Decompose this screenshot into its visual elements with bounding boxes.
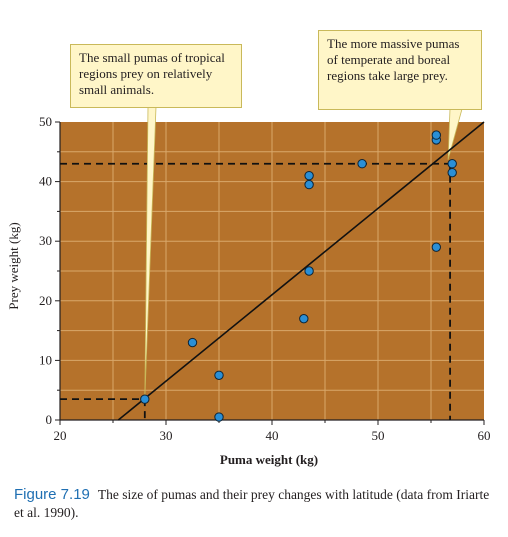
figure-label: Figure 7.19	[14, 486, 90, 503]
caption-text: The size of pumas and their prey changes…	[14, 487, 490, 520]
x-tick-label: 20	[54, 428, 67, 443]
figure-caption: Figure 7.19 The size of pumas and their p…	[14, 486, 494, 522]
data-point	[304, 266, 314, 276]
data-point	[304, 170, 314, 181]
y-tick-label: 20	[39, 293, 52, 308]
data-points	[140, 130, 457, 422]
x-tick-label: 60	[478, 428, 491, 443]
data-point	[140, 394, 150, 404]
data-point	[357, 159, 367, 169]
y-tick-label: 10	[39, 352, 52, 367]
regression-line	[117, 121, 485, 421]
data-point	[447, 167, 457, 178]
data-point	[299, 313, 309, 324]
callout-small-pumas: The small pumas of tropical regions prey…	[70, 44, 242, 108]
data-point	[214, 370, 224, 380]
tick-labels: 20 30 40 50 60 0 10 20 30 40 50	[39, 114, 491, 443]
y-tick-label: 0	[46, 412, 53, 427]
data-point	[187, 337, 198, 348]
data-point	[447, 159, 457, 169]
data-point	[214, 412, 224, 422]
y-tick-label: 30	[39, 233, 52, 248]
data-point	[431, 242, 441, 252]
y-axis-label: Prey weight (kg)	[6, 222, 21, 310]
y-tick-label: 50	[39, 114, 52, 129]
data-point	[304, 179, 314, 190]
x-tick-label: 30	[160, 428, 173, 443]
y-tick-label: 40	[39, 174, 52, 189]
x-tick-label: 50	[372, 428, 385, 443]
x-axis-label: Puma weight (kg)	[219, 452, 319, 467]
x-tick-label: 40	[266, 428, 279, 443]
callout-large-pumas: The more massive pumas of temperate and …	[318, 30, 482, 110]
data-point	[431, 130, 441, 140]
grid-lines	[60, 122, 484, 420]
